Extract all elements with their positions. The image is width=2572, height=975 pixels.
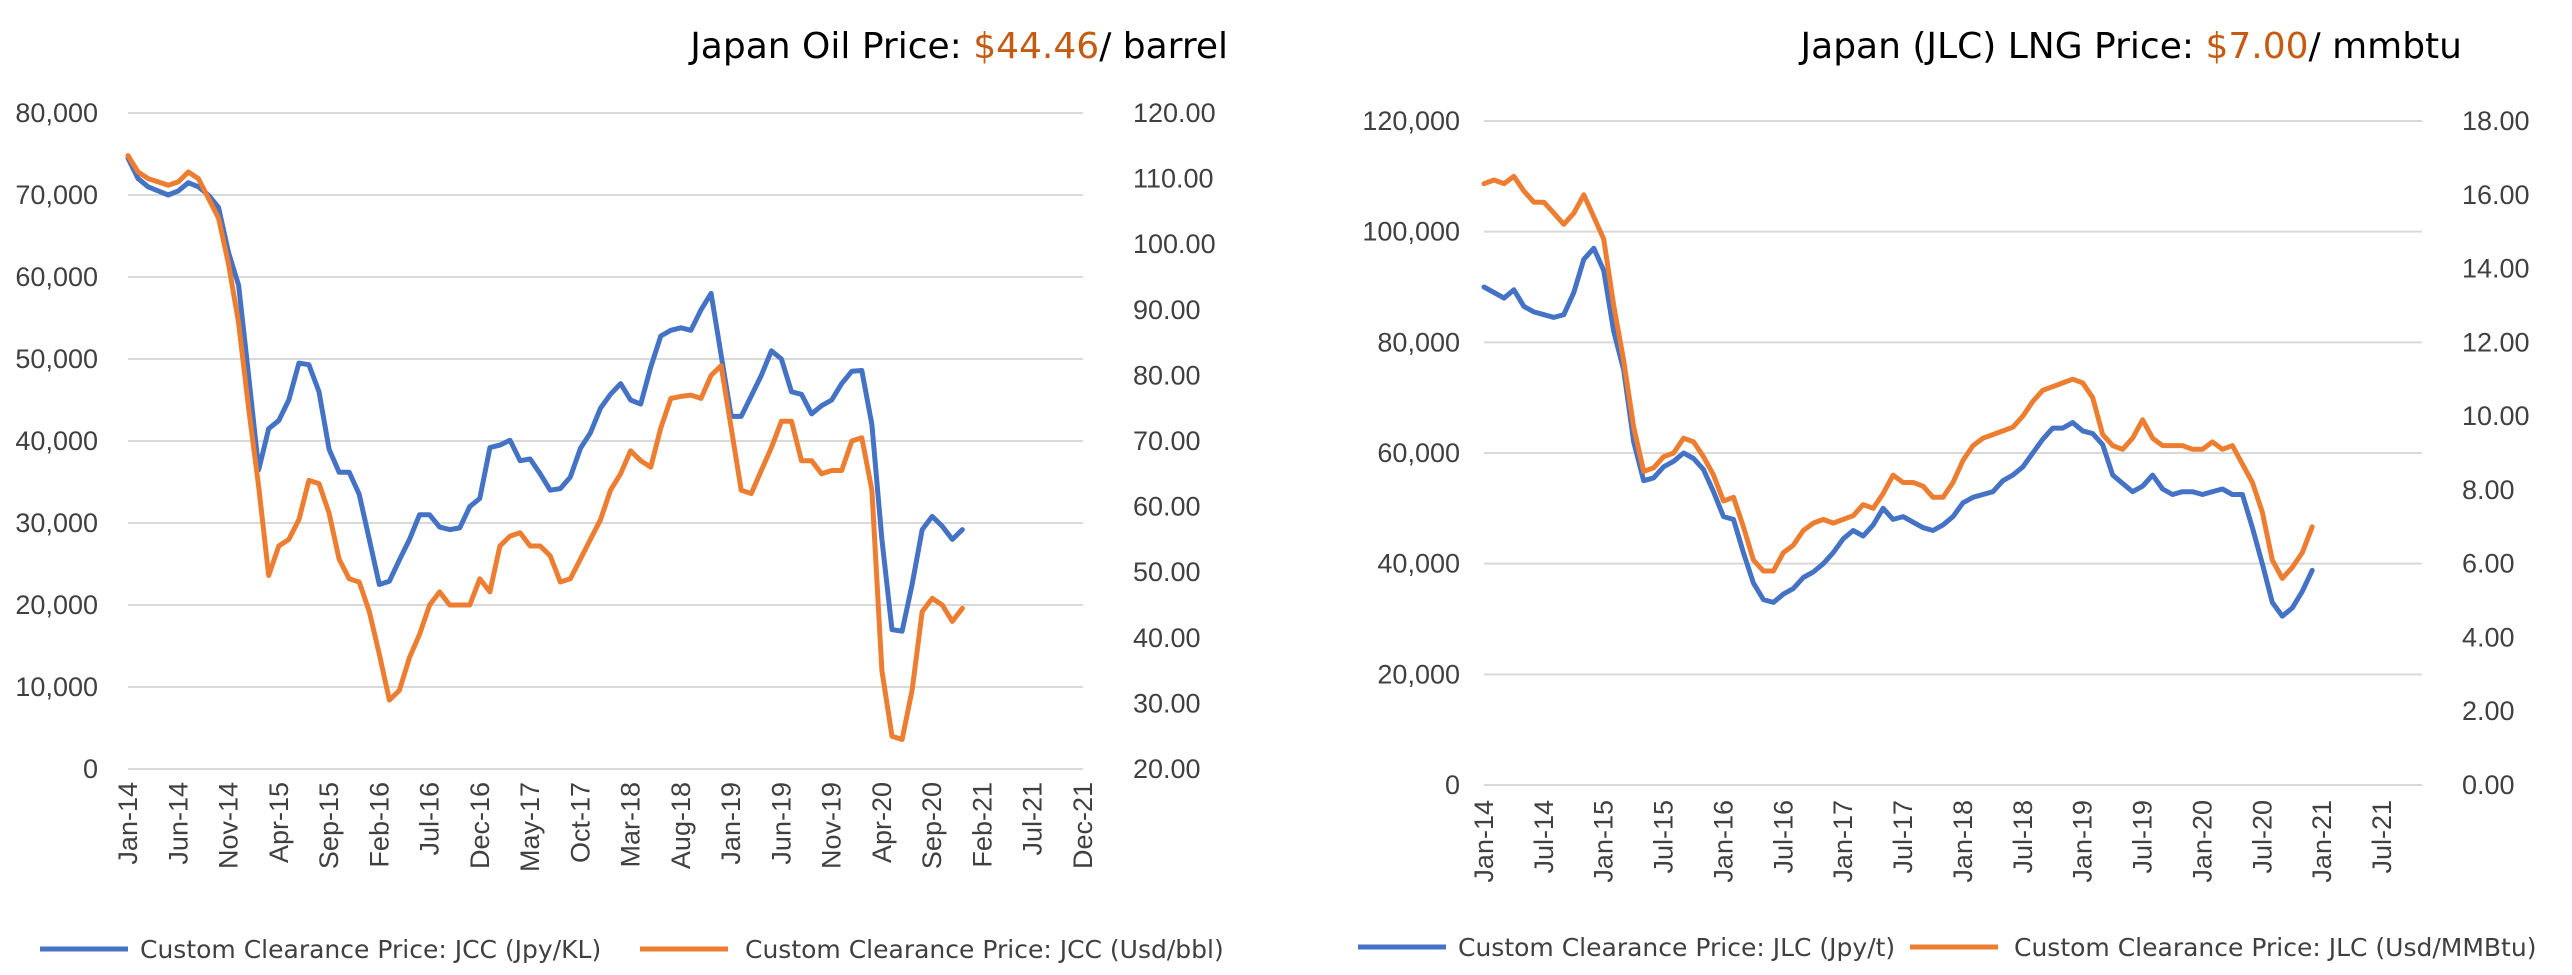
x-tick-label: Sep-20 xyxy=(917,782,947,869)
x-tick-label: Oct-17 xyxy=(565,782,595,863)
x-tick-label: Jan-18 xyxy=(1948,800,1978,883)
y-left-tick-label: 80,000 xyxy=(1377,327,1460,357)
x-tick-label: Feb-21 xyxy=(967,782,997,868)
series-line-jpy xyxy=(125,155,965,634)
x-tick-label: Jun-14 xyxy=(163,782,193,865)
legend-label-jpy: Custom Clearance Price: JCC (Jpy/KL) xyxy=(140,935,601,964)
x-tick-label: Mar-18 xyxy=(616,782,646,868)
y-right-tick-label: 80.00 xyxy=(1133,360,1201,390)
x-tick-label: May-17 xyxy=(515,782,545,872)
x-tick-label: Jun-19 xyxy=(766,782,796,865)
y-right-tick-label: 100.00 xyxy=(1133,229,1216,259)
series-line-jpy xyxy=(1481,245,2315,619)
x-tick-label: Dec-16 xyxy=(465,782,495,869)
x-tick-label: Jul-14 xyxy=(1529,800,1559,874)
y-left-tick-label: 100,000 xyxy=(1362,217,1460,247)
legend-label-jpy: Custom Clearance Price: JLC (Jpy/t) xyxy=(1458,933,1895,962)
y-left-tick-label: 70,000 xyxy=(15,180,98,210)
chart-title: Japan Oil Price: $44.46/ barrel xyxy=(688,26,1228,67)
y-left-tick-label: 120,000 xyxy=(1362,106,1460,136)
title-price-value: $44.46 xyxy=(973,26,1099,67)
oil-chart-svg: Japan Oil Price: $44.46/ barrel 0 10,000 2… xyxy=(15,26,1228,964)
chart-title: Japan (JLC) LNG Price: $7.00/ mmbtu xyxy=(1799,26,2462,67)
y-right-tick-label: 12.00 xyxy=(2462,327,2530,357)
x-tick-label: Jan-14 xyxy=(113,782,143,865)
title-prefix: Japan (JLC) LNG Price: xyxy=(1799,26,2206,67)
x-tick-label: Jul-21 xyxy=(2367,800,2397,874)
y-right-tick-label: 2.00 xyxy=(2462,696,2515,726)
title-unit: / mmbtu xyxy=(2309,26,2463,67)
x-tick-label: Jul-18 xyxy=(2008,800,2038,874)
x-tick-label: Jul-21 xyxy=(1018,782,1048,856)
y-left-tick-label: 0 xyxy=(1445,770,1460,800)
x-tick-label: Jan-17 xyxy=(1828,800,1858,883)
y-left-tick-label: 40,000 xyxy=(15,426,98,456)
x-tick-label: Nov-19 xyxy=(817,782,847,869)
y-right-tick-label: 16.00 xyxy=(2462,180,2530,210)
x-tick-label: Apr-15 xyxy=(264,782,294,863)
y-left-tick-label: 80,000 xyxy=(15,98,98,128)
y-right-tick-label: 6.00 xyxy=(2462,549,2515,579)
y-right-tick-label: 70.00 xyxy=(1133,426,1201,456)
y-right-tick-label: 0.00 xyxy=(2462,770,2515,800)
japan-oil-price-chart: Japan Oil Price: $44.46/ barrel 0 10,000 2… xyxy=(15,26,1228,964)
x-tick-label: Jan-20 xyxy=(2187,800,2217,883)
y-left-tick-label: 20,000 xyxy=(15,590,98,620)
title-unit: / barrel xyxy=(1099,26,1228,67)
x-tick-label: Jul-15 xyxy=(1649,800,1679,874)
legend-label-usd: Custom Clearance Price: JLC (Usd/MMBtu) xyxy=(2014,933,2536,962)
x-tick-label: Feb-16 xyxy=(364,782,394,868)
x-tick-label: Jan-14 xyxy=(1469,800,1499,883)
x-tick-label: Jul-20 xyxy=(2247,800,2277,874)
y-right-tick-label: 50.00 xyxy=(1133,557,1201,587)
y-left-tick-label: 40,000 xyxy=(1377,549,1460,579)
y-right-tick-label: 14.00 xyxy=(2462,254,2530,284)
japan-lng-price-chart: Japan (JLC) LNG Price: $7.00/ mmbtu 0 20,… xyxy=(1286,0,2572,975)
legend: Custom Clearance Price: JLC (Jpy/t) Cust… xyxy=(1358,933,2536,962)
x-tick-label: Jan-16 xyxy=(1708,800,1738,883)
x-tick-label: Jul-17 xyxy=(1888,800,1918,874)
y-right-tick-label: 30.00 xyxy=(1133,688,1201,718)
x-tick-label: Sep-15 xyxy=(314,782,344,869)
x-tick-label: Apr-20 xyxy=(867,782,897,863)
y-left-tick-label: 60,000 xyxy=(1377,438,1460,468)
x-tick-label: Dec-21 xyxy=(1068,782,1098,869)
x-tick-label: Nov-14 xyxy=(214,782,244,869)
title-price-value: $7.00 xyxy=(2205,26,2308,67)
y-left-tick-label: 20,000 xyxy=(1377,659,1460,689)
y-right-tick-label: 120.00 xyxy=(1133,98,1216,128)
y-left-tick-label: 10,000 xyxy=(15,672,98,702)
x-tick-label: Jan-19 xyxy=(2068,800,2098,883)
y-left-tick-label: 50,000 xyxy=(15,344,98,374)
series-line-usd xyxy=(125,153,965,742)
y-right-tick-label: 10.00 xyxy=(2462,401,2530,431)
x-tick-label: Jul-16 xyxy=(415,782,445,856)
x-tick-label: Aug-18 xyxy=(666,782,696,869)
y-right-tick-label: 20.00 xyxy=(1133,754,1201,784)
x-tick-label: Jan-21 xyxy=(2307,800,2337,883)
y-right-tick-label: 110.00 xyxy=(1133,164,1214,194)
legend: Custom Clearance Price: JCC (Jpy/KL) Cus… xyxy=(40,935,1224,964)
y-right-tick-label: 4.00 xyxy=(2462,622,2515,652)
title-prefix: Japan Oil Price: xyxy=(688,26,973,67)
y-left-tick-label: 0 xyxy=(83,754,98,784)
series-line-usd xyxy=(1481,173,2315,581)
legend-label-usd: Custom Clearance Price: JCC (Usd/bbl) xyxy=(745,935,1224,964)
lng-chart-svg: Japan (JLC) LNG Price: $7.00/ mmbtu 0 20,… xyxy=(1358,26,2536,962)
y-right-tick-label: 18.00 xyxy=(2462,106,2530,136)
y-right-tick-label: 8.00 xyxy=(2462,475,2515,505)
y-right-tick-label: 60.00 xyxy=(1133,492,1201,522)
x-tick-label: Jan-19 xyxy=(716,782,746,865)
x-tick-label: Jul-19 xyxy=(2128,800,2158,874)
x-tick-label: Jan-15 xyxy=(1589,800,1619,883)
y-left-tick-label: 30,000 xyxy=(15,508,98,538)
y-right-tick-label: 40.00 xyxy=(1133,623,1201,653)
y-left-tick-label: 60,000 xyxy=(15,262,98,292)
y-right-tick-label: 90.00 xyxy=(1133,295,1201,325)
x-tick-label: Jul-16 xyxy=(1768,800,1798,874)
